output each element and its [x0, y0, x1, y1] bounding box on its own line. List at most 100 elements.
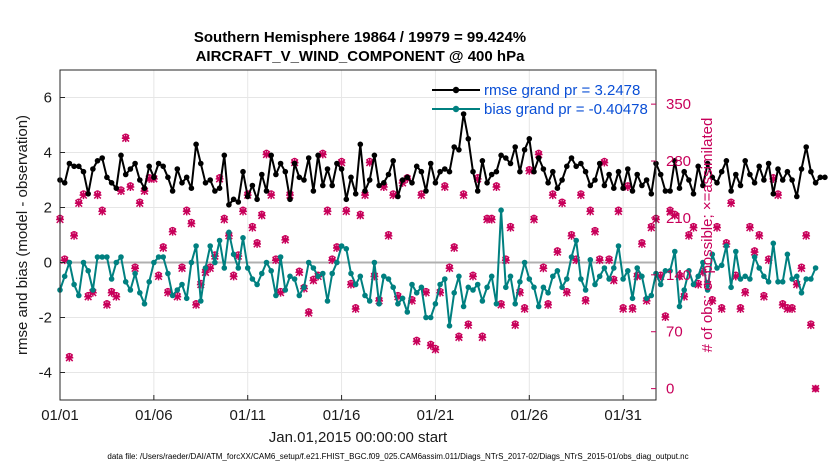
rmse-point-152 — [770, 191, 777, 197]
bias-point-53 — [305, 259, 312, 266]
obs-possible-marker-44 — [263, 149, 270, 157]
obs-assimilated-marker-82 — [440, 183, 449, 191]
rmse-point-10 — [104, 174, 110, 181]
bias-point-65 — [362, 292, 368, 299]
obs-assimilated-marker-45 — [267, 191, 276, 200]
rmse-point-162 — [817, 174, 824, 181]
bias-point-50 — [291, 276, 298, 282]
bias-point-97 — [512, 301, 518, 307]
obs-assimilated-marker-107 — [558, 199, 567, 208]
obs-assimilated-marker-131 — [670, 211, 679, 220]
rmse-point-18 — [141, 185, 148, 191]
obs-assimilated-marker-76 — [412, 337, 421, 346]
bias-point-86 — [460, 303, 467, 310]
obs-assimilated-marker-92 — [487, 215, 496, 224]
obs-possible-marker-150 — [760, 291, 768, 299]
obs-possible-marker-131 — [671, 210, 679, 218]
rmse-point-125 — [643, 177, 650, 183]
bias-point-4 — [76, 292, 82, 299]
obs-assimilated-marker-9 — [98, 207, 107, 216]
bias-point-35 — [221, 265, 228, 271]
rmse-point-128 — [657, 171, 664, 178]
obs-assimilated-marker-84 — [450, 244, 459, 252]
obs-possible-marker-83 — [446, 263, 453, 270]
rmse-point-49 — [287, 196, 293, 203]
obs-assimilated-marker-1 — [60, 256, 69, 265]
bias-point-145 — [737, 276, 744, 282]
y-left-tick-label-3: 2 — [44, 200, 52, 217]
rmse-point-140 — [714, 180, 720, 186]
obs-possible-marker-159 — [802, 230, 810, 238]
bias-point-26 — [179, 281, 185, 288]
bias-point-85 — [456, 273, 462, 280]
bias-point-94 — [498, 207, 504, 213]
obs-assimilated-marker-121 — [623, 183, 632, 191]
obs-possible-marker-109 — [568, 230, 575, 238]
obs-assimilated-marker-57 — [323, 207, 332, 216]
obs-assimilated-marker-77 — [417, 191, 426, 200]
rmse-point-50 — [291, 160, 298, 167]
rmse-point-73 — [399, 177, 406, 183]
bias-point-118 — [611, 265, 617, 271]
rmse-point-139 — [709, 174, 716, 181]
obs-possible-marker-77 — [418, 190, 425, 197]
y-left-tick-label-4: 4 — [44, 145, 52, 162]
rmse-point-151 — [765, 160, 772, 167]
obs-possible-marker-64 — [357, 210, 364, 218]
obs-assimilated-marker-134 — [684, 231, 693, 240]
obs-assimilated-marker-67 — [370, 272, 379, 281]
bias-point-62 — [348, 270, 354, 277]
bias-point-28 — [188, 259, 195, 266]
bias-point-69 — [381, 273, 387, 280]
bias-point-78 — [423, 314, 429, 321]
rmse-point-69 — [381, 180, 387, 186]
plot-frame — [59, 69, 657, 401]
data-file-footer: data file: /Users/raeder/DAI/ATM_forcXX/… — [107, 452, 688, 461]
obs-assimilated-marker-87 — [464, 321, 473, 330]
obs-assimilated-marker-113 — [586, 207, 595, 216]
legend: rmse grand pr = 3.2478 bias grand pr = -… — [432, 82, 648, 118]
rmse-point-104 — [545, 180, 551, 186]
bias-point-130 — [667, 268, 673, 274]
bias-point-29 — [193, 243, 199, 249]
bias-point-148 — [751, 254, 758, 260]
obs-possible-marker-53 — [305, 308, 312, 315]
rmse-point-7 — [90, 166, 96, 172]
bias-point-147 — [747, 276, 753, 282]
obs-assimilated-marker-81 — [436, 288, 445, 297]
rmse-point-28 — [188, 185, 195, 191]
bias-point-32 — [207, 243, 213, 249]
bias-point-121 — [625, 268, 631, 274]
obs-possible-marker-61 — [343, 206, 350, 214]
rmse-point-68 — [376, 182, 382, 189]
obs-possible-marker-85 — [455, 332, 463, 340]
obs-assimilated-marker-17 — [135, 199, 144, 208]
rmse-point-144 — [733, 171, 739, 178]
obs-possible-marker-143 — [727, 198, 735, 205]
obs-assimilated-marker-59 — [332, 244, 341, 252]
y-right-tick-label-3: 210 — [666, 210, 691, 227]
rmse-point-161 — [812, 180, 819, 186]
rmse-point-16 — [132, 160, 138, 167]
obs-assimilated-marker-24 — [168, 227, 177, 236]
rmse-point-59 — [334, 160, 340, 167]
rmse-point-67 — [371, 152, 378, 159]
bias-point-56 — [320, 270, 326, 277]
obs-assimilated-marker-93 — [492, 183, 501, 191]
obs-assimilated-marker-3 — [70, 231, 78, 240]
obs-assimilated-marker-135 — [689, 223, 698, 232]
rmse-point-119 — [615, 168, 622, 175]
rmse-point-78 — [423, 188, 429, 194]
obs-assimilated-marker-103 — [539, 264, 548, 273]
obs-possible-marker-84 — [450, 243, 458, 250]
bias-point-107 — [559, 284, 565, 291]
bias-point-98 — [517, 279, 523, 285]
obs-possible-marker-4 — [75, 198, 83, 205]
bias-point-34 — [216, 237, 223, 244]
rmse-point-33 — [212, 188, 218, 194]
rmse-point-134 — [686, 177, 692, 183]
bias-point-83 — [446, 323, 453, 329]
obs-possible-marker-113 — [587, 206, 594, 214]
rmse-point-153 — [775, 166, 781, 172]
obs-possible-marker-34 — [216, 174, 223, 181]
